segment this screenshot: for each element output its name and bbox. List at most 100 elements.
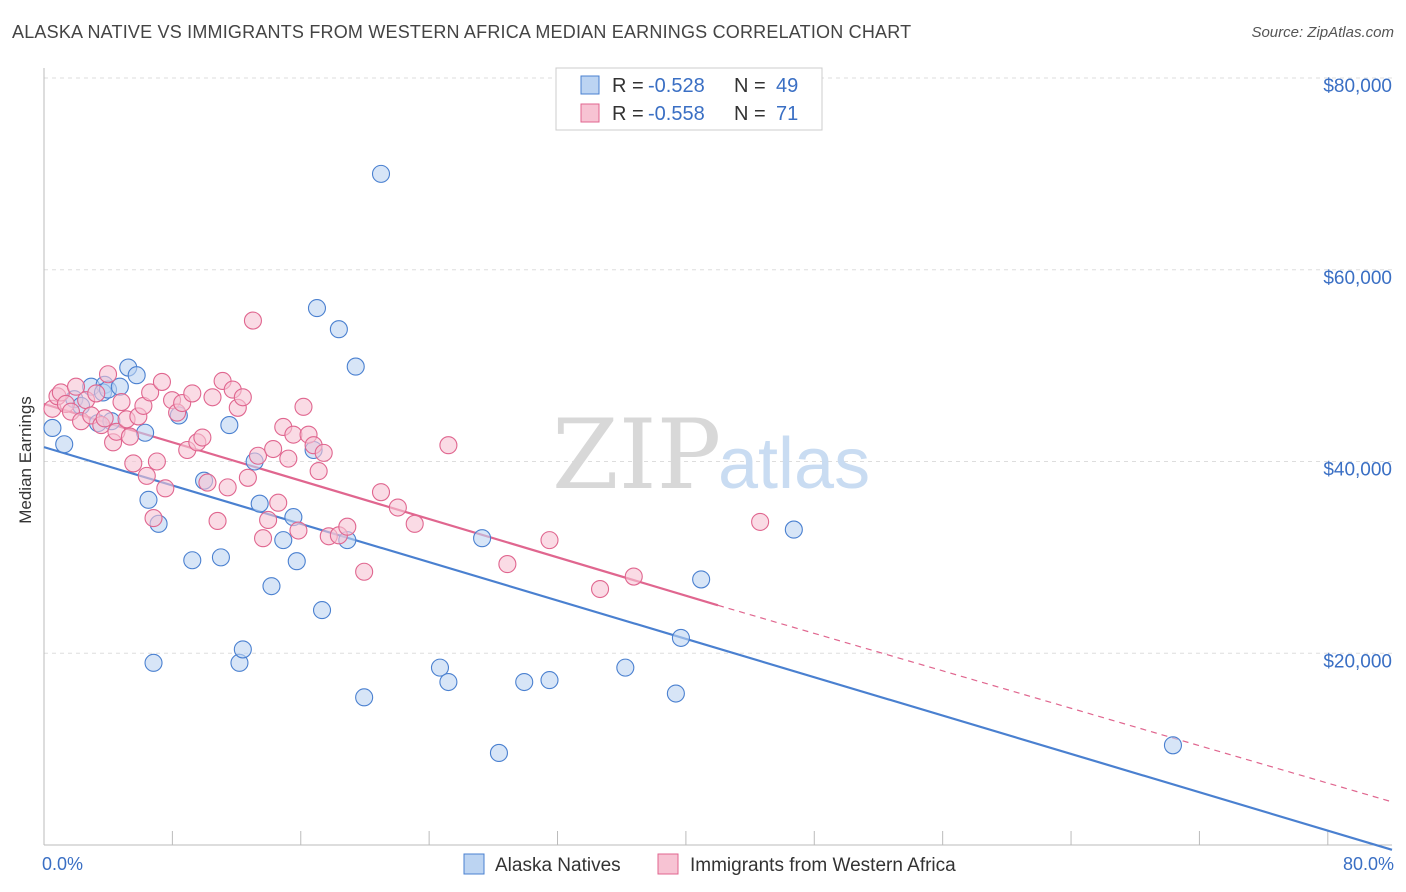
data-point-alaska-natives [671, 628, 690, 647]
data-point-western-africa [112, 393, 131, 412]
data-point-western-africa [95, 409, 114, 428]
data-point-western-africa [243, 311, 262, 330]
data-point-western-africa [218, 478, 237, 497]
bottom-legend-swatch-western-africa [657, 853, 679, 875]
data-point-alaska-natives [430, 658, 450, 677]
data-point-alaska-natives [540, 671, 559, 690]
data-point-western-africa [590, 579, 610, 599]
data-point-alaska-natives [489, 743, 509, 763]
data-point-western-africa [124, 454, 143, 473]
data-point-alaska-natives [139, 490, 158, 509]
data-point-alaska-natives [439, 672, 458, 692]
data-point-alaska-natives [371, 164, 391, 183]
data-point-western-africa [405, 514, 424, 533]
bottom-legend: Alaska Natives Immigrants from Western A… [463, 853, 956, 876]
data-point-alaska-natives [250, 494, 269, 513]
data-point-alaska-natives [144, 653, 163, 672]
data-point-western-africa [388, 498, 407, 517]
data-point-western-africa [294, 397, 313, 416]
data-point-alaska-natives [355, 688, 374, 707]
y-tick-label: $40,000 [1323, 460, 1392, 481]
data-point-western-africa [208, 511, 227, 530]
x-tick-labels: 0.0% 80.0% [42, 854, 1394, 874]
data-point-western-africa [144, 509, 163, 528]
axes [43, 68, 1392, 846]
data-point-western-africa [141, 383, 160, 402]
data-point-western-africa [198, 473, 217, 492]
data-point-alaska-natives [262, 577, 281, 596]
trend-line-1 [43, 402, 719, 607]
data-point-western-africa [98, 365, 118, 384]
data-point-alaska-natives [692, 570, 711, 589]
data-point-western-africa [338, 517, 357, 536]
data-point-western-africa [233, 388, 252, 407]
data-point-western-africa [203, 388, 222, 407]
data-point-alaska-natives [136, 423, 155, 442]
watermark-atlas: atlas [718, 424, 870, 504]
legend-n-label-2: N = [734, 103, 766, 125]
data-point-alaska-natives [784, 520, 803, 539]
top-legend: R = -0.528 N = 49 R = -0.558 N = 71 [555, 67, 823, 131]
data-point-western-africa [238, 468, 257, 487]
data-point-alaska-natives [211, 548, 230, 567]
x-tick-label-start: 0.0% [42, 854, 83, 874]
data-point-western-africa [289, 521, 308, 540]
data-point-western-africa [314, 443, 333, 462]
data-point-western-africa [248, 446, 268, 465]
data-point-western-africa [624, 567, 643, 586]
data-point-western-africa [87, 384, 106, 403]
data-point-western-africa [137, 466, 156, 485]
y-tick-label: $80,000 [1323, 76, 1392, 97]
legend-swatch-western-africa [580, 103, 600, 123]
data-points [43, 164, 1182, 763]
y-tick-label: $60,000 [1323, 268, 1392, 289]
data-point-alaska-natives [329, 320, 348, 339]
data-point-alaska-natives [55, 435, 74, 454]
y-axis-label: Median Earnings [16, 396, 35, 524]
legend-n-value-2: 71 [776, 103, 798, 125]
data-point-alaska-natives [346, 357, 365, 376]
chart-source: Source: ZipAtlas.com [1251, 24, 1394, 41]
y-tick-label: $20,000 [1323, 651, 1392, 672]
grid-lines [44, 77, 1392, 654]
data-point-western-africa [253, 529, 273, 548]
legend-r-label-1: R = [612, 75, 644, 97]
data-point-alaska-natives [220, 416, 239, 435]
data-point-alaska-natives [274, 531, 293, 550]
data-point-western-africa [355, 562, 374, 581]
data-point-alaska-natives [616, 658, 635, 677]
data-point-alaska-natives [43, 418, 62, 437]
data-point-western-africa [193, 428, 212, 447]
data-point-alaska-natives [312, 601, 332, 620]
data-point-western-africa [540, 531, 559, 550]
data-point-alaska-natives [183, 551, 202, 570]
data-point-alaska-natives [287, 552, 306, 571]
data-point-alaska-natives [127, 366, 146, 385]
legend-n-value-1: 49 [776, 75, 798, 97]
x-tick-label-end: 80.0% [1343, 854, 1394, 874]
data-point-western-africa [309, 462, 328, 481]
watermark-zip: ZIP [552, 399, 721, 511]
data-point-alaska-natives [666, 684, 685, 703]
data-point-western-africa [751, 512, 770, 531]
data-point-western-africa [183, 384, 202, 403]
data-point-western-africa [439, 436, 458, 455]
data-point-alaska-natives [307, 299, 327, 318]
data-point-alaska-natives [1163, 736, 1182, 755]
chart-title: ALASKA NATIVE VS IMMIGRANTS FROM WESTERN… [12, 22, 912, 42]
data-point-western-africa [120, 427, 139, 446]
data-point-western-africa [259, 510, 278, 530]
bottom-legend-label-western-africa: Immigrants from Western Africa [690, 855, 956, 876]
data-point-western-africa [147, 452, 166, 471]
data-point-alaska-natives [515, 672, 534, 692]
data-point-western-africa [269, 493, 288, 512]
legend-swatch-alaska-natives [580, 75, 600, 95]
data-point-western-africa [284, 425, 303, 444]
legend-r-value-2: -0.558 [648, 103, 705, 125]
data-point-western-africa [498, 555, 517, 574]
data-point-western-africa [371, 483, 391, 502]
data-point-western-africa [152, 372, 171, 391]
data-point-western-africa [156, 479, 175, 498]
y-tick-labels: $20,000 $40,000 $60,000 $80,000 [1323, 76, 1392, 672]
